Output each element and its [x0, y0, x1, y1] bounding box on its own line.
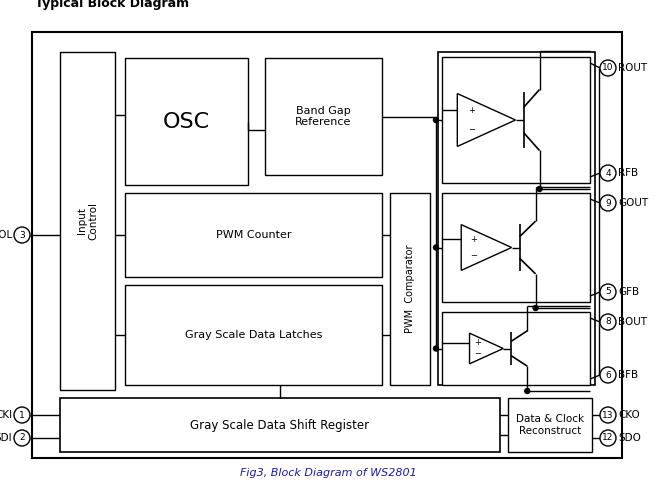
- Text: OSC: OSC: [163, 111, 210, 131]
- Text: CKO: CKO: [618, 410, 640, 420]
- Bar: [442, 57, 590, 183]
- Text: 6: 6: [605, 370, 611, 380]
- Circle shape: [600, 314, 616, 330]
- Bar: [265, 58, 382, 175]
- Text: 8: 8: [605, 318, 611, 326]
- Text: Band Gap
Reference: Band Gap Reference: [295, 106, 351, 127]
- Text: BFB: BFB: [618, 370, 638, 380]
- Text: 10: 10: [602, 63, 614, 73]
- Text: +: +: [468, 106, 475, 115]
- Circle shape: [434, 118, 438, 122]
- Circle shape: [600, 165, 616, 181]
- Circle shape: [14, 430, 30, 446]
- Text: Typical Block Diagram: Typical Block Diagram: [35, 0, 189, 10]
- Text: +: +: [470, 235, 477, 244]
- Text: −: −: [474, 349, 482, 359]
- Text: 5: 5: [605, 287, 611, 297]
- Text: 9: 9: [605, 199, 611, 207]
- Circle shape: [600, 367, 616, 383]
- Bar: [125, 285, 382, 385]
- Circle shape: [434, 245, 438, 250]
- Circle shape: [533, 305, 538, 310]
- Text: PWM Counter: PWM Counter: [215, 230, 291, 240]
- Bar: [125, 193, 382, 277]
- Bar: [390, 193, 430, 385]
- Bar: [60, 398, 500, 452]
- Text: 1: 1: [19, 410, 25, 420]
- Text: 2: 2: [19, 433, 25, 443]
- Circle shape: [600, 430, 616, 446]
- Text: SDO: SDO: [618, 433, 641, 443]
- Text: GOUT: GOUT: [618, 198, 648, 208]
- Circle shape: [600, 284, 616, 300]
- Circle shape: [14, 227, 30, 243]
- Text: Data & Clock
Reconstruct: Data & Clock Reconstruct: [516, 414, 584, 436]
- Text: Gray Scale Data Shift Register: Gray Scale Data Shift Register: [191, 419, 369, 431]
- Text: POL: POL: [0, 230, 12, 240]
- Polygon shape: [470, 333, 503, 364]
- Bar: [60, 52, 115, 390]
- Text: +: +: [474, 339, 482, 347]
- Text: GFB: GFB: [618, 287, 639, 297]
- Text: BOUT: BOUT: [618, 317, 647, 327]
- Text: 12: 12: [602, 433, 614, 443]
- Text: Input
Control: Input Control: [77, 202, 99, 240]
- Text: ROUT: ROUT: [618, 63, 647, 73]
- Circle shape: [525, 388, 530, 393]
- Text: PWM  Comparator: PWM Comparator: [405, 245, 415, 333]
- Text: 3: 3: [19, 230, 25, 240]
- Bar: [442, 312, 590, 385]
- Text: 4: 4: [605, 168, 611, 178]
- Circle shape: [537, 186, 542, 191]
- Text: −: −: [468, 125, 476, 134]
- Text: SDI: SDI: [0, 433, 12, 443]
- Circle shape: [14, 407, 30, 423]
- Bar: [125, 58, 248, 185]
- Circle shape: [600, 407, 616, 423]
- Text: Fig3, Block Diagram of WS2801: Fig3, Block Diagram of WS2801: [240, 468, 417, 478]
- Bar: [442, 193, 590, 302]
- Text: CKI: CKI: [0, 410, 12, 420]
- Text: Gray Scale Data Latches: Gray Scale Data Latches: [185, 330, 322, 340]
- Circle shape: [600, 60, 616, 76]
- Bar: [32, 32, 622, 458]
- Circle shape: [434, 346, 438, 351]
- Text: 13: 13: [602, 410, 614, 420]
- Polygon shape: [457, 94, 516, 146]
- Circle shape: [600, 195, 616, 211]
- Bar: [438, 52, 595, 385]
- Text: −: −: [470, 251, 477, 260]
- Text: RFB: RFB: [618, 168, 638, 178]
- Polygon shape: [461, 224, 512, 270]
- Bar: [508, 398, 592, 452]
